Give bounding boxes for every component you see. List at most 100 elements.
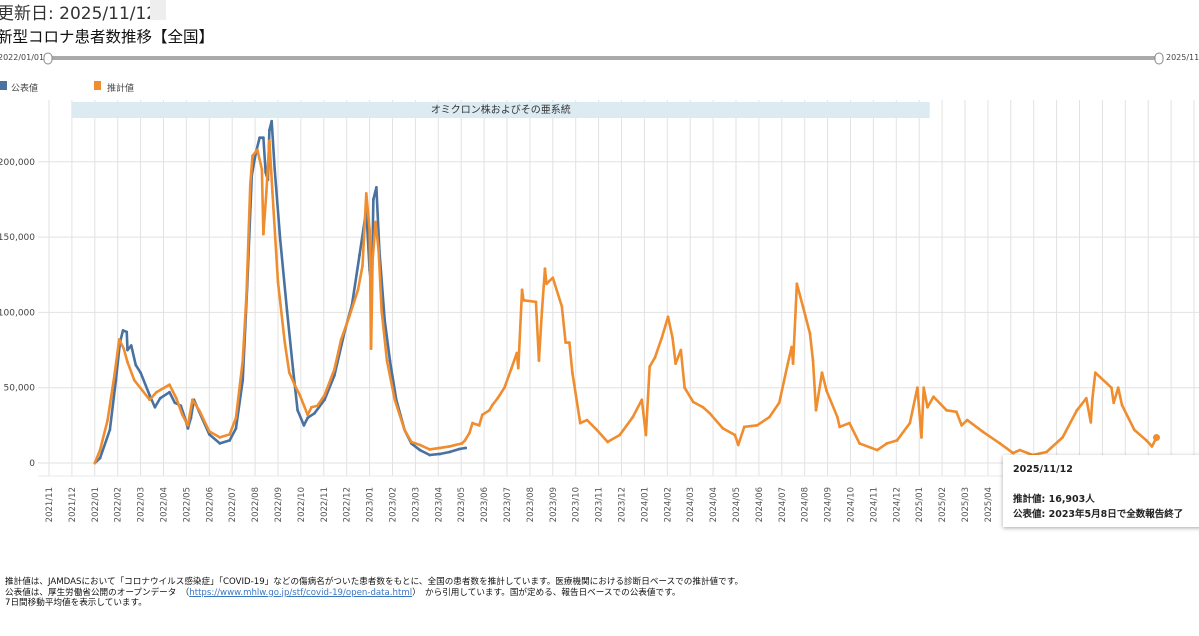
legend-swatch-official (0, 81, 7, 90)
data-point (271, 190, 274, 194)
tooltip: 2025/11/12 推計値: 16,903人 公表値: 2023年5月8日で全… (1003, 455, 1199, 527)
data-point (438, 452, 442, 456)
line-segment (895, 421, 912, 442)
data-point (545, 282, 548, 286)
line-segment (438, 445, 451, 450)
line-segment (375, 186, 381, 252)
data-point (278, 238, 282, 242)
line-segment (885, 439, 899, 445)
data-point (438, 446, 442, 450)
data-point (768, 415, 771, 419)
data-point (356, 288, 360, 292)
line-segment (323, 368, 336, 397)
x-tick-label: 2023/02 (389, 487, 399, 522)
line-segment (298, 393, 309, 417)
legend-estimate[interactable]: 推計値 (107, 84, 135, 94)
data-point (245, 293, 248, 296)
line-segment (606, 433, 621, 444)
x-tick-label: 2024/02 (663, 487, 673, 522)
x-tick-label: 2023/10 (572, 487, 582, 522)
line-segment (403, 428, 413, 444)
data-point (323, 393, 326, 397)
line-segment (234, 359, 245, 420)
line-segment (234, 378, 245, 430)
open-data-link[interactable]: https://www.mhlw.go.jp/stf/covid-19/open… (189, 587, 413, 598)
data-point (108, 428, 112, 432)
data-point (126, 348, 129, 352)
data-point (488, 408, 491, 412)
line-segment (139, 371, 151, 397)
line-segment (1091, 371, 1097, 402)
data-point (121, 329, 125, 332)
x-tick-label: 2025/01 (915, 487, 925, 522)
data-point (218, 442, 222, 445)
x-tick-label: 2022/10 (297, 487, 307, 522)
legend-official[interactable]: 公表値 (11, 84, 39, 94)
line-segment (248, 154, 254, 186)
data-point (191, 398, 194, 402)
x-tick-label: 2023/08 (526, 487, 536, 522)
line-segment (768, 401, 781, 419)
line-segment (836, 415, 841, 429)
data-point (256, 148, 259, 152)
data-point (186, 424, 190, 427)
slider-end-handle[interactable] (1154, 52, 1164, 65)
data-point (175, 396, 178, 400)
x-tick-label: 2021/12 (68, 487, 78, 522)
note-official-text-end: ） から引用しています。国が定める、報告日ベースでの公表値です。 (412, 587, 681, 598)
data-point (148, 398, 151, 402)
line-segment (113, 338, 121, 377)
data-point (428, 448, 432, 451)
line-segment (175, 396, 184, 417)
data-point (283, 341, 287, 344)
x-tick-label: 2023/11 (595, 487, 605, 522)
line-segment (631, 398, 644, 419)
data-point (640, 398, 644, 402)
data-point (98, 448, 102, 452)
data-point (701, 405, 705, 409)
date-range-slider[interactable] (43, 52, 1164, 65)
line-segment (708, 412, 725, 430)
line-segment (276, 280, 287, 344)
data-point (922, 386, 926, 390)
data-point (458, 447, 461, 451)
line-segment (291, 368, 299, 412)
x-tick-label: 2022/06 (205, 487, 215, 522)
data-point (418, 443, 422, 447)
x-tick-label: 2023/12 (618, 487, 628, 522)
line-segment (293, 383, 302, 397)
data-point (375, 186, 378, 189)
data-point (228, 439, 231, 442)
line-segment (348, 288, 360, 317)
data-point (786, 362, 790, 365)
data-point (93, 461, 97, 465)
x-tick-label: 2023/03 (411, 487, 421, 522)
data-point (393, 398, 397, 402)
data-point (585, 418, 589, 422)
data-point (736, 443, 740, 447)
data-point (380, 309, 383, 313)
line-segment (468, 421, 474, 435)
data-point (742, 425, 746, 429)
data-point (287, 371, 291, 374)
line-segment (814, 371, 824, 412)
line-segment (503, 366, 513, 390)
data-point (364, 192, 368, 195)
slider-start-handle[interactable] (43, 52, 53, 65)
data-point (106, 418, 109, 422)
x-tick-label: 2023/06 (480, 487, 490, 522)
line-segment (618, 415, 635, 437)
data-point (348, 314, 352, 317)
data-point (383, 318, 386, 322)
line-segment (679, 348, 686, 390)
line-segment (671, 336, 677, 365)
data-point (234, 416, 238, 420)
x-tick-label: 2022/02 (114, 487, 124, 522)
line-segment (537, 309, 544, 362)
data-point (208, 433, 211, 436)
data-point (998, 442, 1002, 445)
line-segment (126, 360, 136, 382)
omicron-band (71, 102, 930, 118)
line-segment (383, 318, 392, 362)
line-segment (1018, 448, 1034, 457)
